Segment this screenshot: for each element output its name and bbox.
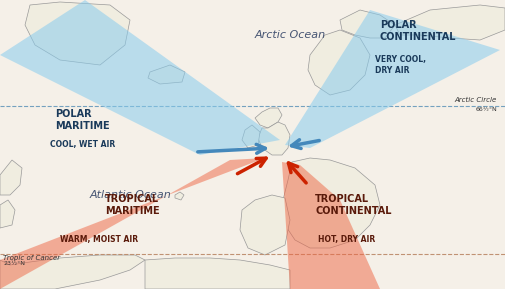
Text: WARM, MOIST AIR: WARM, MOIST AIR <box>60 235 138 244</box>
Polygon shape <box>25 2 130 65</box>
Text: TROPICAL
CONTINENTAL: TROPICAL CONTINENTAL <box>315 194 391 216</box>
Text: Atlantic Ocean: Atlantic Ocean <box>89 190 171 200</box>
Text: POLAR
CONTINENTAL: POLAR CONTINENTAL <box>380 20 457 42</box>
Polygon shape <box>0 200 15 228</box>
Text: HOT, DRY AIR: HOT, DRY AIR <box>318 235 375 244</box>
Polygon shape <box>308 30 370 95</box>
Polygon shape <box>175 192 184 200</box>
Polygon shape <box>340 10 395 38</box>
Text: Arctic Ocean: Arctic Ocean <box>255 30 326 40</box>
Polygon shape <box>0 160 22 195</box>
Text: TROPICAL
MARITIME: TROPICAL MARITIME <box>105 194 160 216</box>
Polygon shape <box>148 65 185 84</box>
Text: 23½°N: 23½°N <box>3 261 25 266</box>
Polygon shape <box>240 195 290 255</box>
Text: VERY COOL,
DRY AIR: VERY COOL, DRY AIR <box>375 55 426 75</box>
Polygon shape <box>258 122 290 155</box>
Text: COOL, WET AIR: COOL, WET AIR <box>50 140 115 149</box>
Polygon shape <box>283 158 380 248</box>
Polygon shape <box>0 255 145 289</box>
Text: Arctic Circle: Arctic Circle <box>454 97 497 103</box>
Polygon shape <box>242 125 260 148</box>
Polygon shape <box>285 10 500 148</box>
Polygon shape <box>282 162 380 289</box>
Polygon shape <box>395 5 505 40</box>
Polygon shape <box>255 108 282 128</box>
Text: Tropic of Cancer: Tropic of Cancer <box>3 255 60 261</box>
Polygon shape <box>0 158 265 289</box>
Text: 66½°N: 66½°N <box>475 107 497 112</box>
Text: POLAR
MARITIME: POLAR MARITIME <box>55 109 110 131</box>
Polygon shape <box>145 258 290 289</box>
Polygon shape <box>0 0 280 155</box>
